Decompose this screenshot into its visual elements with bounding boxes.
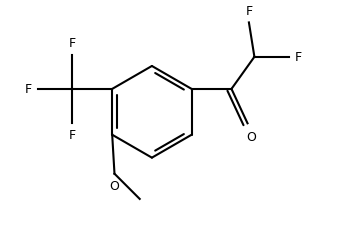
Text: F: F [24, 83, 31, 96]
Text: F: F [245, 5, 252, 18]
Text: O: O [109, 179, 119, 192]
Text: O: O [246, 130, 256, 143]
Text: F: F [69, 129, 76, 142]
Text: F: F [69, 37, 76, 50]
Text: F: F [295, 51, 302, 64]
